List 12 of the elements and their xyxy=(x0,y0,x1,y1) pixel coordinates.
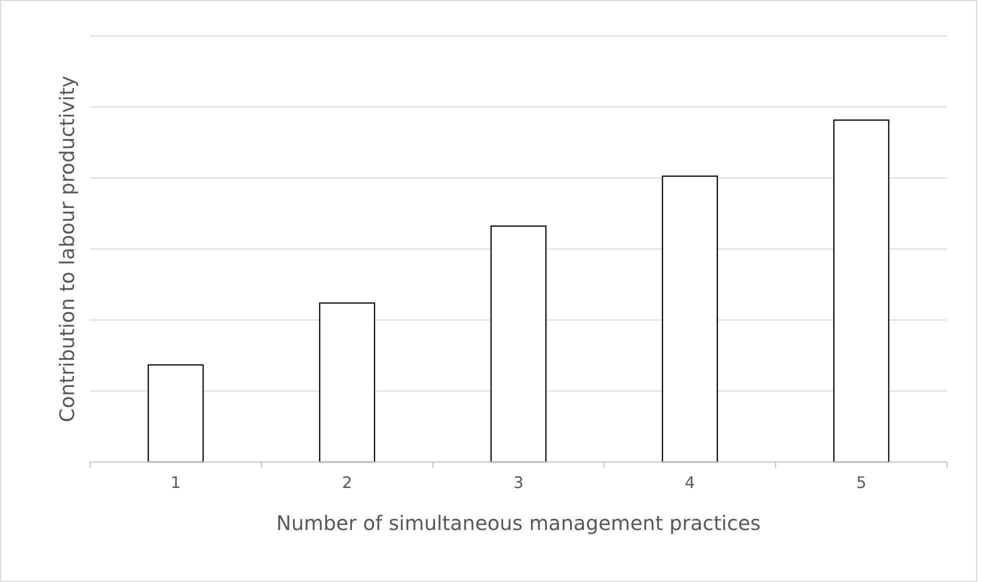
x-tick-label: 5 xyxy=(856,473,866,492)
x-tick-label: 4 xyxy=(684,473,695,492)
bar xyxy=(490,225,547,463)
bar xyxy=(833,120,890,463)
x-tick-label: 3 xyxy=(513,473,524,492)
bar xyxy=(148,364,204,463)
x-tick-label: 2 xyxy=(342,473,352,492)
bar xyxy=(319,302,376,463)
x-tick-label: 1 xyxy=(170,473,181,492)
bar xyxy=(662,176,718,463)
x-axis-title: Number of simultaneous management practices xyxy=(276,511,761,535)
y-axis-title: Contribution to labour productivity xyxy=(55,76,79,422)
